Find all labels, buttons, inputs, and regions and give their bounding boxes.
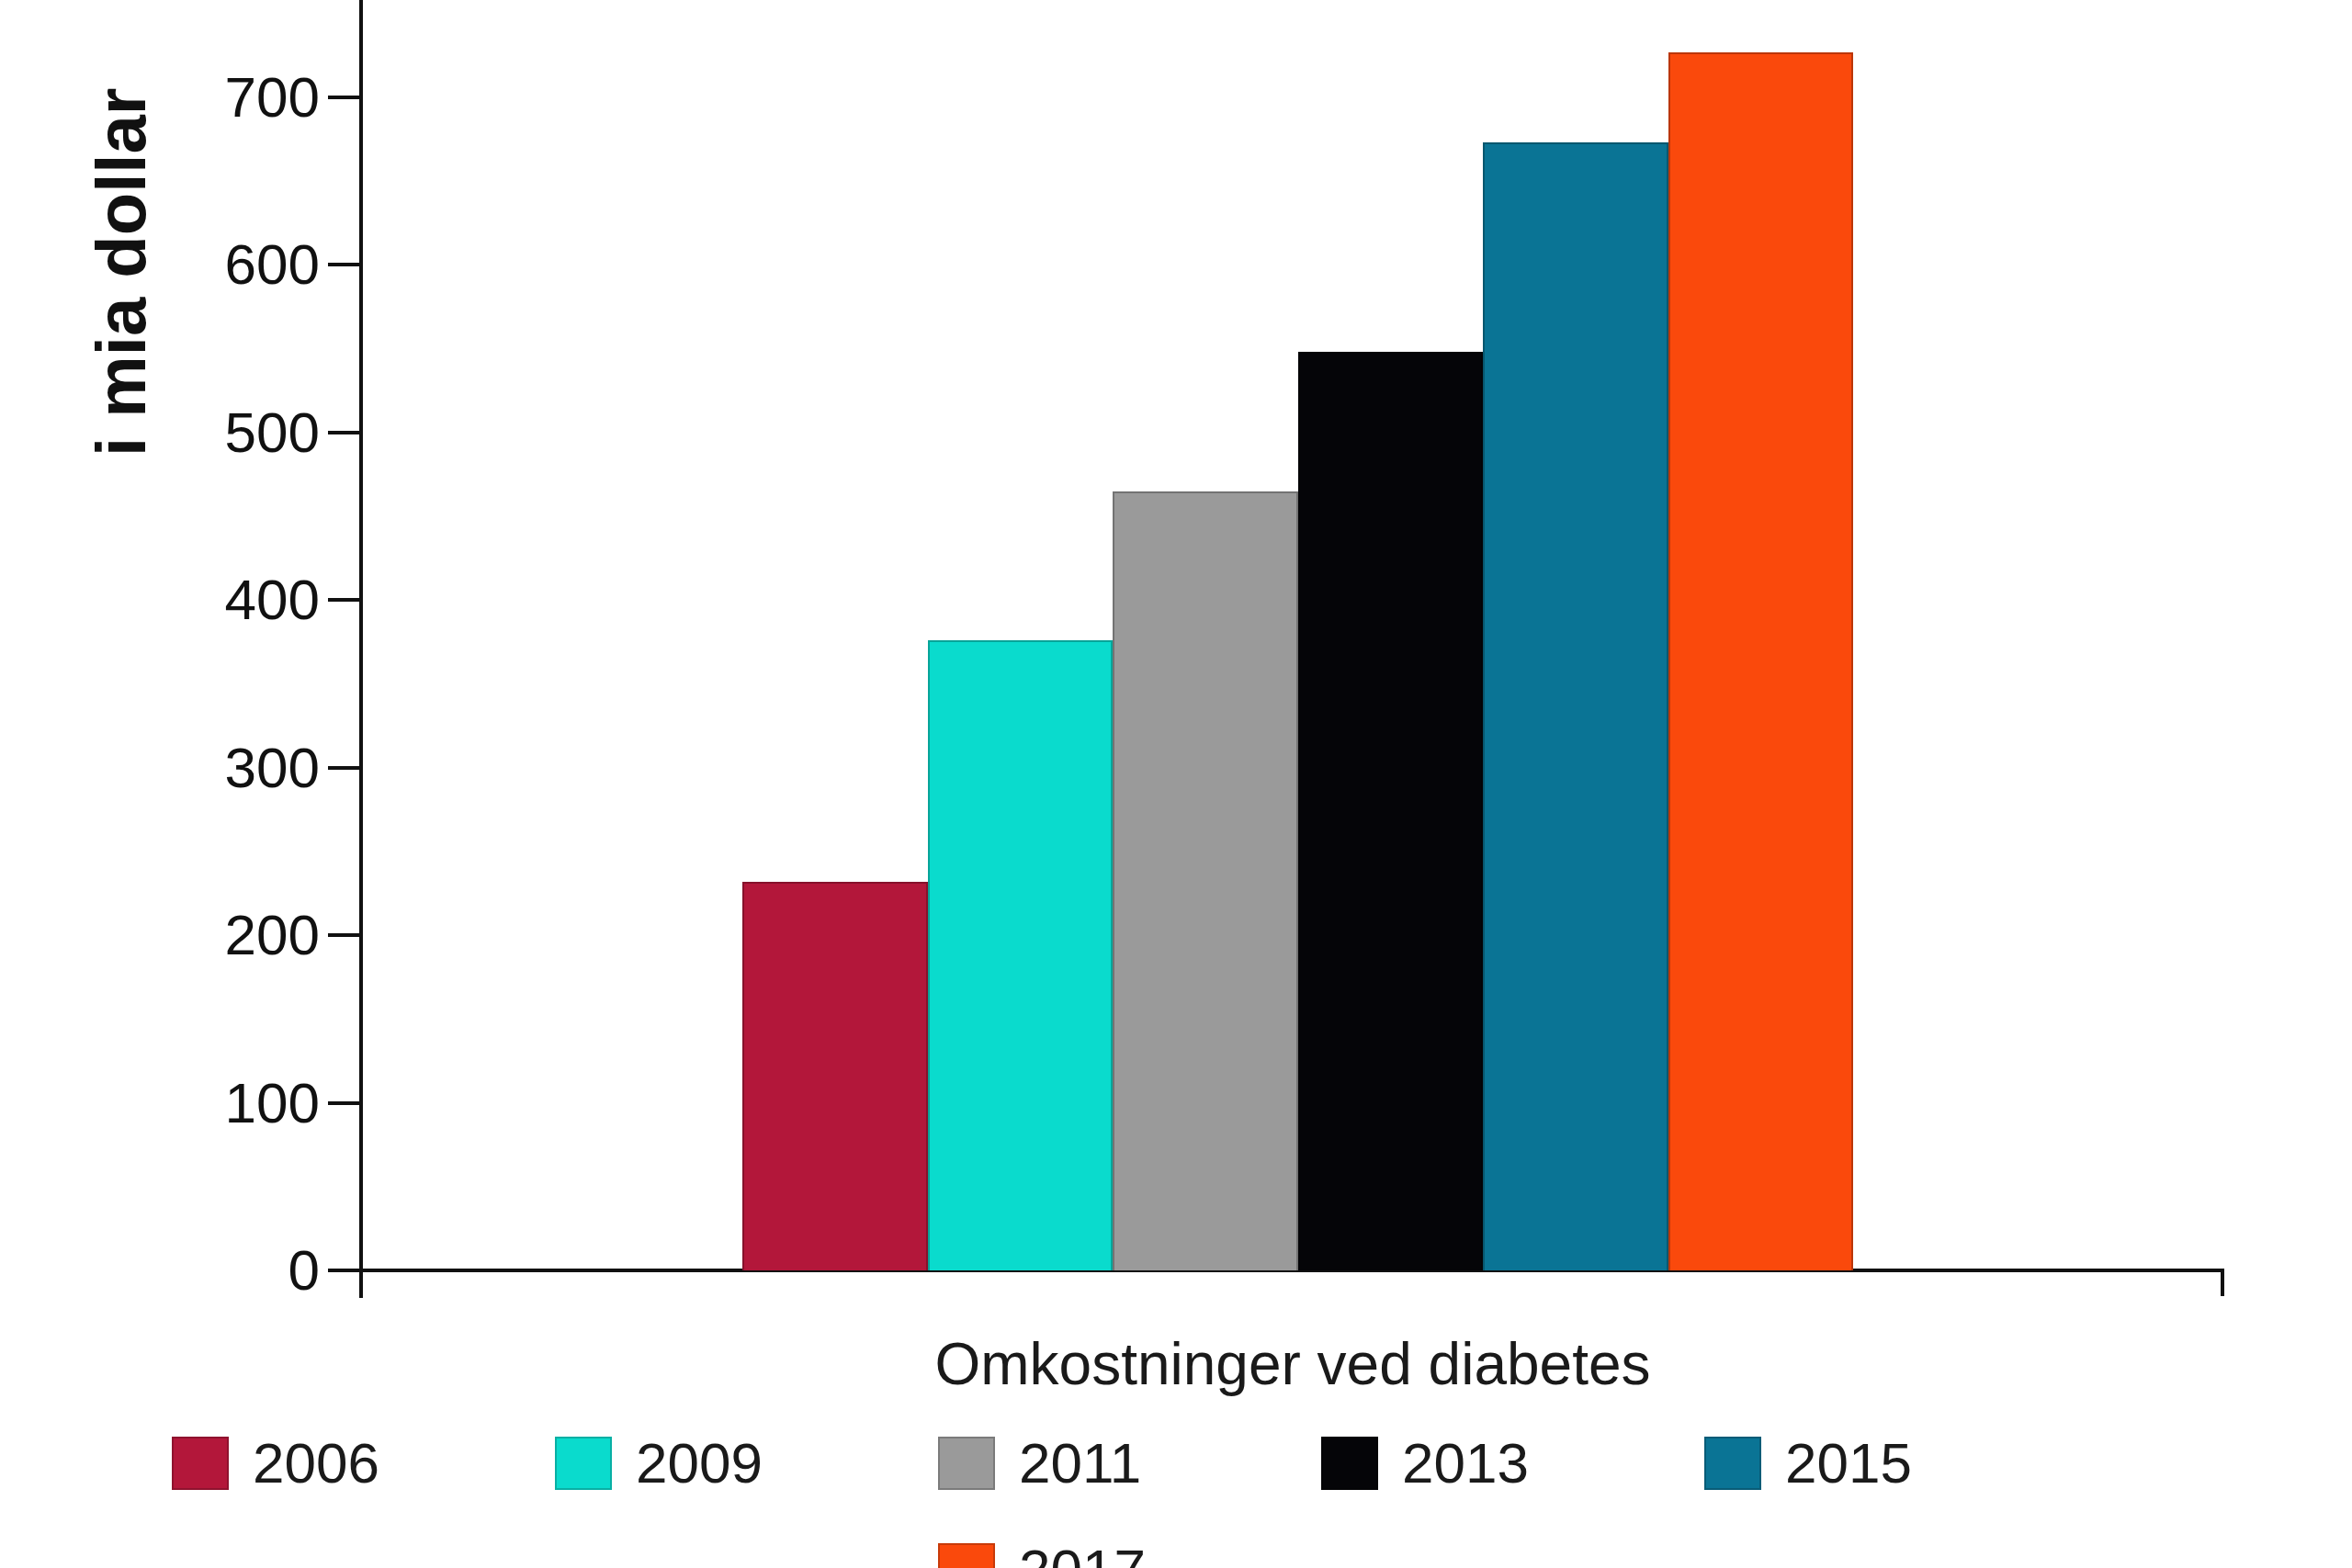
- bar-2017: [1668, 52, 1854, 1270]
- y-tick-600: [328, 263, 359, 266]
- y-axis-line: [359, 0, 363, 1298]
- y-tick-700: [328, 96, 359, 99]
- x-axis-end-tick: [2221, 1272, 2224, 1296]
- legend-label-2009: 2009: [636, 1435, 763, 1492]
- y-tick-label-100: 100: [0, 1070, 320, 1136]
- y-tick-label-600: 600: [0, 231, 320, 298]
- legend-item-2015: 2015: [1704, 1435, 2087, 1492]
- legend-label-2011: 2011: [1019, 1435, 1141, 1492]
- legend-swatch-2013: [1321, 1437, 1378, 1490]
- legend-item-2011: 2011: [938, 1435, 1321, 1492]
- legend-item-2009: 2009: [555, 1435, 938, 1492]
- bar-2009: [928, 640, 1114, 1270]
- chart: i mia dollar 0100200300400500600700 Omko…: [0, 0, 2352, 1568]
- y-tick-400: [328, 598, 359, 602]
- legend-item-2017: 2017: [938, 1541, 1321, 1568]
- y-tick-0: [328, 1269, 359, 1272]
- legend-label-2015: 2015: [1785, 1435, 1912, 1492]
- y-tick-label-200: 200: [0, 902, 320, 968]
- legend-swatch-2011: [938, 1437, 995, 1490]
- bar-2015: [1483, 142, 1668, 1270]
- legend-swatch-2017: [938, 1543, 995, 1568]
- legend-label-2017: 2017: [1019, 1541, 1146, 1568]
- legend-item-2006: 2006: [172, 1435, 555, 1492]
- bar-2006: [742, 882, 928, 1270]
- legend-label-2006: 2006: [253, 1435, 379, 1492]
- legend-swatch-2006: [172, 1437, 229, 1490]
- y-tick-label-500: 500: [0, 400, 320, 466]
- y-tick-label-700: 700: [0, 64, 320, 130]
- y-tick-300: [328, 766, 359, 770]
- y-tick-label-0: 0: [0, 1237, 320, 1303]
- y-tick-200: [328, 933, 359, 937]
- y-tick-label-400: 400: [0, 567, 320, 633]
- y-tick-label-300: 300: [0, 735, 320, 801]
- legend-swatch-2015: [1704, 1437, 1761, 1490]
- legend-label-2013: 2013: [1402, 1435, 1529, 1492]
- y-tick-100: [328, 1101, 359, 1105]
- bar-2011: [1113, 491, 1298, 1270]
- y-tick-500: [328, 431, 359, 434]
- x-axis-title: Omkostninger ved diabetes: [361, 1330, 2224, 1398]
- legend-item-2013: 2013: [1321, 1435, 1704, 1492]
- bar-2013: [1298, 352, 1484, 1270]
- legend-swatch-2009: [555, 1437, 612, 1490]
